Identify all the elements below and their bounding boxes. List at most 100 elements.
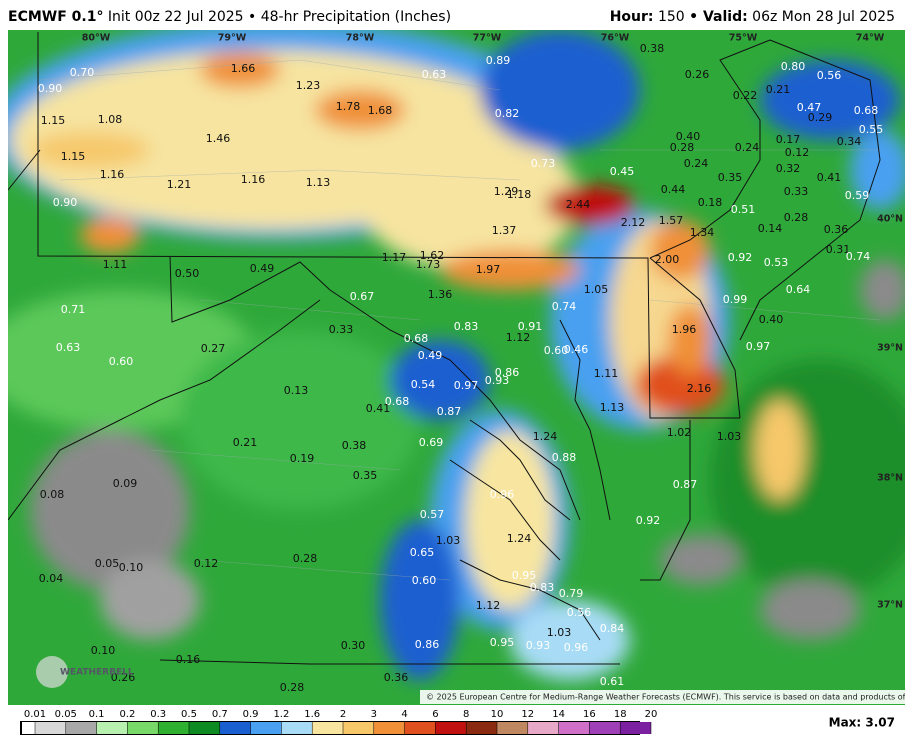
value-label: 0.60 [109, 355, 134, 368]
value-label: 0.53 [764, 256, 789, 269]
lat-label: 40°N [877, 214, 903, 225]
value-label: 0.87 [673, 478, 698, 491]
value-label: 1.96 [672, 323, 697, 336]
value-label: 0.64 [786, 283, 811, 296]
value-label: 0.84 [600, 622, 625, 635]
value-label: 0.57 [420, 508, 445, 521]
value-label: 1.16 [100, 168, 125, 181]
value-label: 0.86 [415, 638, 440, 651]
value-label: 0.86 [495, 366, 520, 379]
value-label: 1.97 [476, 263, 501, 276]
lon-label: 80°W [82, 33, 111, 44]
colorbar-swatch [466, 722, 497, 734]
value-label: 0.08 [40, 488, 65, 501]
value-label: 0.60 [544, 344, 569, 357]
value-label: 1.23 [296, 79, 321, 92]
value-label: 1.03 [547, 626, 572, 639]
lon-labels: 80°W 79°W 78°W 77°W 76°W 75°W 74°W [82, 33, 885, 44]
value-label: 0.19 [290, 452, 315, 465]
logo-text: WEATHERBELL [60, 668, 134, 678]
value-label: 0.24 [735, 141, 760, 154]
colorbar-tick-label: 0.3 [150, 709, 166, 720]
value-label: 0.55 [859, 123, 884, 136]
value-label: 0.92 [728, 251, 753, 264]
value-label: 0.74 [846, 250, 871, 263]
value-label: 1.78 [336, 100, 361, 113]
value-label: 0.40 [759, 313, 784, 326]
value-label: 0.35 [718, 171, 743, 184]
value-label: 0.97 [746, 340, 771, 353]
copyright: © 2025 European Centre for Medium-Range … [426, 693, 913, 702]
colorbar-swatch [312, 722, 343, 734]
value-label: 0.51 [731, 203, 756, 216]
value-label: 1.11 [103, 258, 128, 271]
value-label: 0.34 [837, 135, 862, 148]
value-label: 0.49 [418, 349, 443, 362]
colorbar-tick-label: 20 [645, 709, 658, 720]
value-label: 0.79 [559, 587, 584, 600]
value-label: 0.41 [817, 171, 842, 184]
value-label: 0.96 [564, 641, 589, 654]
value-label: 0.38 [342, 439, 367, 452]
value-label: 1.03 [436, 534, 461, 547]
hour-label: Hour: [610, 9, 654, 25]
value-label: 0.10 [119, 561, 144, 574]
logo: WEATHERBELL [36, 656, 134, 688]
value-label: 0.28 [670, 141, 695, 154]
value-label: 0.47 [797, 101, 822, 114]
value-label: 0.40 [676, 130, 701, 143]
value-label: 0.31 [826, 243, 851, 256]
value-label: 0.61 [600, 675, 625, 688]
value-label: 1.37 [492, 224, 517, 237]
value-label: 1.36 [428, 288, 453, 301]
colorbar-swatch [65, 722, 97, 734]
value-label: 1.68 [368, 104, 393, 117]
colorbar-tick-label: 0.2 [119, 709, 135, 720]
value-label: 1.62 [420, 249, 445, 262]
value-label: 0.12 [785, 146, 810, 159]
value-label: 0.22 [733, 89, 758, 102]
value-label: 0.17 [776, 133, 801, 146]
value-label: 0.89 [486, 54, 511, 67]
lon-label: 76°W [601, 33, 630, 44]
value-label: 0.24 [684, 157, 709, 170]
value-label: 2.12 [621, 216, 646, 229]
colorbar-swatch [127, 722, 159, 734]
hour: 150 [658, 9, 685, 25]
header-right: Hour: 150 • Valid: 06z Mon 28 Jul 2025 [610, 9, 895, 25]
value-label: 2.16 [687, 382, 712, 395]
value-label: 0.97 [454, 379, 479, 392]
colorbar-tick-label: 16 [583, 709, 596, 720]
colorbar-tick-label: 4 [401, 709, 407, 720]
value-label: 0.82 [495, 107, 520, 120]
value-label: 0.59 [845, 189, 870, 202]
lon-label: 75°W [729, 33, 758, 44]
value-label: 0.14 [758, 222, 783, 235]
lon-label: 78°W [346, 33, 375, 44]
value-label: 0.05 [95, 557, 120, 570]
init: Init 00z 22 Jul 2025 • 48-hr Precipitati… [108, 9, 451, 25]
colorbar-swatch [527, 722, 559, 734]
value-label: 1.66 [231, 62, 256, 75]
value-label: 0.26 [685, 68, 710, 81]
colorbar-tick-label: 0.9 [243, 709, 259, 720]
value-label: 0.63 [422, 68, 447, 81]
lat-label: 39°N [877, 343, 903, 354]
value-label: 0.33 [784, 185, 809, 198]
value-label: 0.74 [552, 300, 577, 313]
value-label: 0.68 [854, 104, 879, 117]
value-label: 1.21 [167, 178, 192, 191]
value-label: 1.03 [717, 430, 742, 443]
value-label: 0.26 [111, 671, 136, 684]
value-label: 1.24 [507, 532, 532, 545]
colorbar-tick-label: 12 [521, 709, 534, 720]
value-label: 0.45 [610, 165, 635, 178]
value-label: 0.91 [518, 320, 543, 333]
colorbar-tick-label: 1.2 [273, 709, 289, 720]
value-label: 0.87 [437, 405, 462, 418]
valid-label: • Valid: [689, 9, 748, 25]
value-label: 1.17 [382, 251, 407, 264]
colorbar-tick-label: 0.05 [55, 709, 77, 720]
max-label: Max: 3.07 [829, 716, 895, 730]
